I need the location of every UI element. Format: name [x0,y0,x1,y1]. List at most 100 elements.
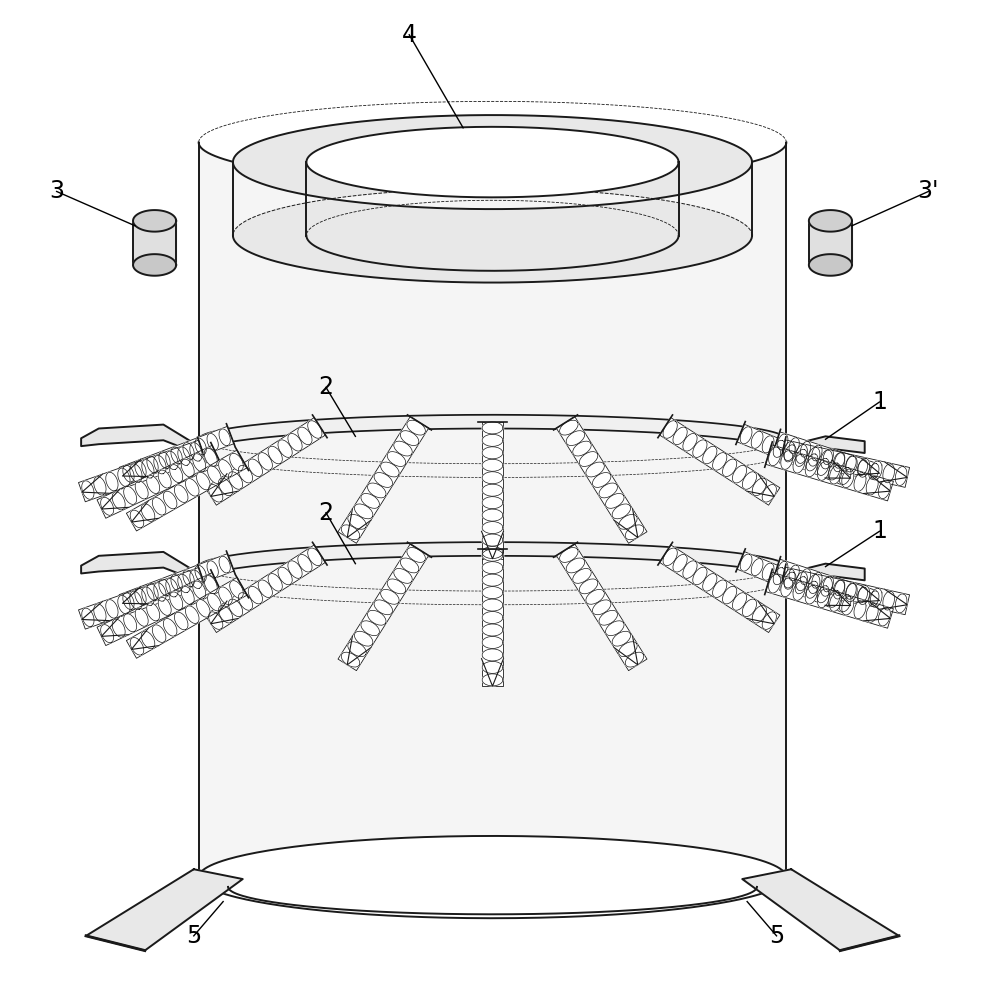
Polygon shape [374,600,393,615]
Polygon shape [98,573,221,646]
Polygon shape [297,427,312,445]
Text: 5: 5 [186,924,201,948]
Polygon shape [347,636,371,665]
Polygon shape [834,453,845,468]
Polygon shape [288,561,302,578]
Polygon shape [219,478,232,496]
Polygon shape [348,642,366,657]
Polygon shape [781,451,793,469]
Polygon shape [147,584,159,600]
Polygon shape [823,576,833,592]
Polygon shape [229,599,242,617]
Polygon shape [663,421,678,438]
Polygon shape [619,642,637,657]
Polygon shape [712,580,727,597]
Polygon shape [737,552,854,614]
Polygon shape [592,600,611,615]
Polygon shape [879,607,890,626]
Polygon shape [355,631,373,646]
Polygon shape [740,554,752,571]
Polygon shape [740,427,752,444]
Polygon shape [131,628,159,649]
Polygon shape [783,569,795,588]
Polygon shape [400,558,419,573]
Polygon shape [394,441,413,456]
Polygon shape [142,587,154,605]
Polygon shape [762,484,776,502]
Polygon shape [752,431,763,448]
Polygon shape [783,442,795,461]
Polygon shape [833,580,845,599]
Text: 5: 5 [769,924,784,948]
Polygon shape [483,472,503,484]
Polygon shape [195,565,206,582]
Polygon shape [112,492,125,510]
Polygon shape [100,625,113,643]
Text: 3: 3 [49,179,64,203]
Polygon shape [673,554,688,572]
Polygon shape [599,483,618,498]
Polygon shape [856,586,880,602]
Polygon shape [483,549,503,561]
Polygon shape [871,588,883,607]
Polygon shape [793,582,805,600]
Polygon shape [673,427,688,445]
Polygon shape [183,570,194,587]
Polygon shape [866,604,879,622]
Polygon shape [185,606,199,624]
Polygon shape [809,254,852,276]
Polygon shape [828,463,840,480]
Polygon shape [483,624,503,636]
Polygon shape [777,561,788,577]
Polygon shape [133,254,176,276]
Polygon shape [147,603,160,621]
Text: 1: 1 [872,390,886,414]
Polygon shape [854,600,866,619]
Polygon shape [183,443,194,459]
Polygon shape [122,459,148,476]
Polygon shape [747,474,774,496]
Polygon shape [171,447,182,464]
Polygon shape [233,115,753,283]
Text: 2: 2 [318,501,334,525]
Polygon shape [863,601,890,621]
Polygon shape [614,636,638,665]
Polygon shape [248,586,263,604]
Polygon shape [82,601,109,621]
Polygon shape [361,621,379,636]
Polygon shape [238,465,252,483]
Polygon shape [483,661,503,673]
Polygon shape [190,570,202,588]
Polygon shape [821,450,832,469]
Polygon shape [866,476,879,495]
Polygon shape [612,631,630,646]
Polygon shape [82,608,95,627]
Polygon shape [612,504,630,519]
Polygon shape [196,472,210,490]
Polygon shape [856,458,880,475]
Polygon shape [801,569,811,585]
Polygon shape [86,869,242,951]
Polygon shape [796,444,808,463]
Polygon shape [483,612,503,624]
Polygon shape [773,568,785,585]
Polygon shape [307,548,322,566]
Polygon shape [566,431,585,446]
Polygon shape [159,452,170,468]
Polygon shape [762,612,776,629]
Polygon shape [211,601,238,624]
Polygon shape [105,600,118,618]
Polygon shape [774,559,883,609]
Polygon shape [141,504,155,521]
Polygon shape [130,638,144,655]
Polygon shape [190,443,202,461]
Polygon shape [79,440,205,502]
Polygon shape [219,587,232,605]
Polygon shape [821,577,832,596]
Polygon shape [858,458,870,477]
Polygon shape [586,589,605,604]
Polygon shape [762,563,774,580]
Polygon shape [278,567,293,585]
Polygon shape [625,652,644,667]
Polygon shape [141,631,155,649]
